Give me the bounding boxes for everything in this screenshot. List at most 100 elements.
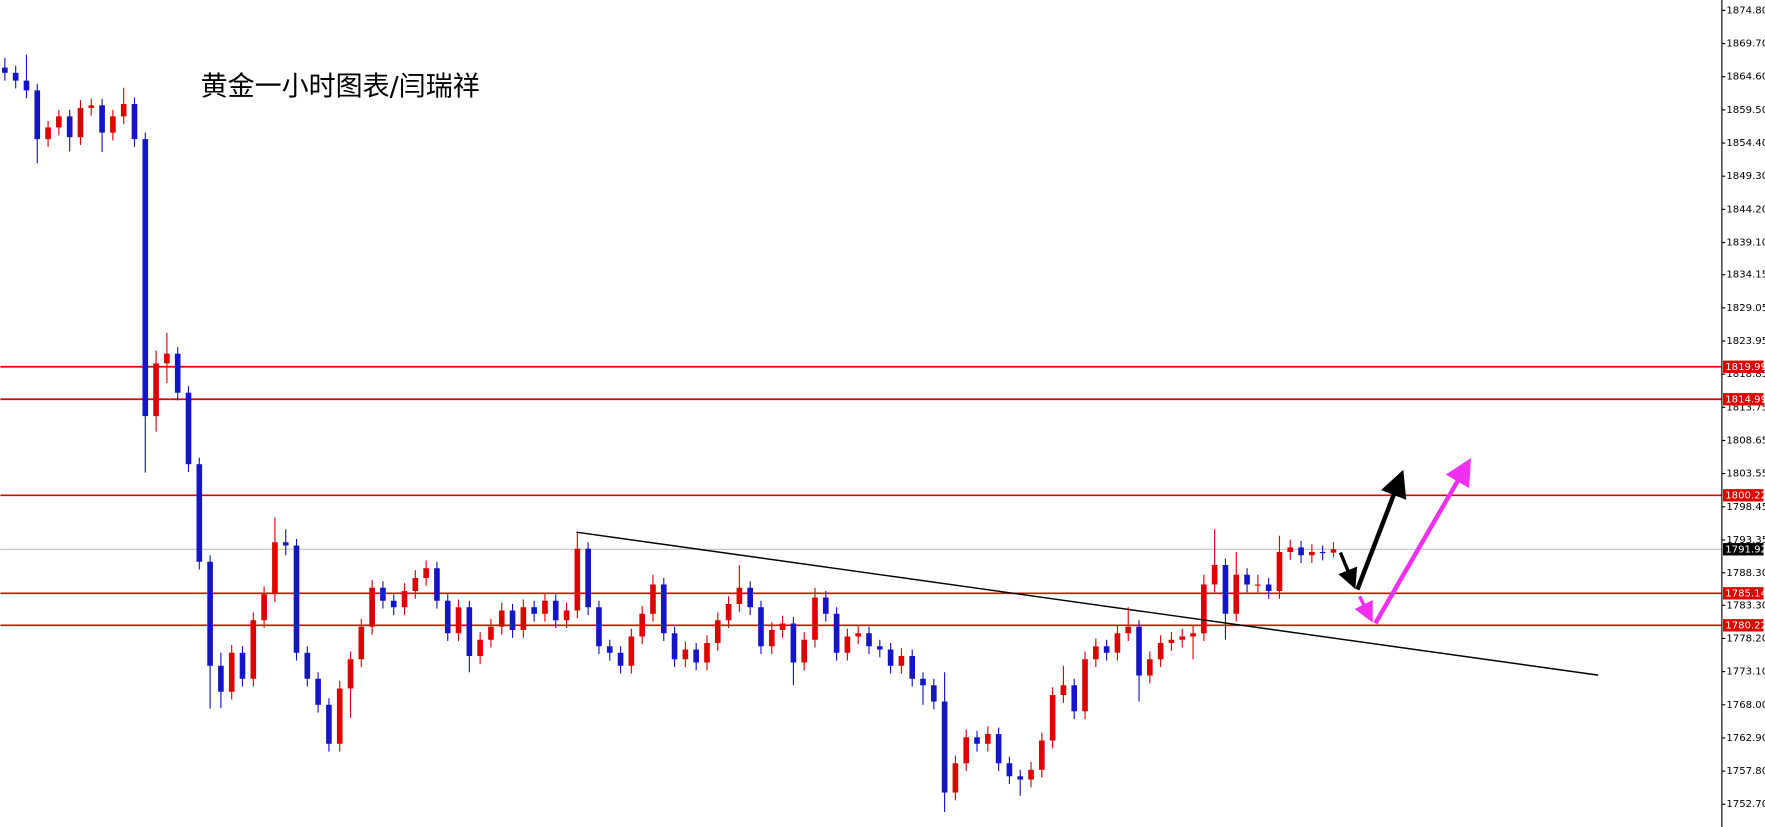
- candle-body: [563, 610, 570, 621]
- candle-body: [941, 701, 948, 793]
- candle-body: [1244, 574, 1250, 585]
- y-tick-label: 1788.30: [1726, 568, 1765, 579]
- candle-body: [736, 587, 743, 604]
- candle-body: [369, 587, 375, 627]
- candle-body: [304, 652, 311, 679]
- candle-body: [250, 620, 257, 679]
- y-tick-label: 1839.10: [1726, 238, 1765, 249]
- candle-body: [790, 623, 797, 663]
- y-tick-label: 1752.70: [1726, 799, 1765, 810]
- candle-body: [455, 607, 462, 634]
- candle-body: [1287, 547, 1294, 552]
- candle-body: [1168, 639, 1175, 644]
- candle-body: [207, 561, 213, 666]
- level-box: [1723, 393, 1764, 406]
- y-tick-label: 1849.30: [1726, 171, 1765, 182]
- candle-body: [1006, 763, 1013, 777]
- candle-body: [2, 67, 8, 73]
- arrow-down-magenta: [1354, 595, 1373, 623]
- candle-body: [930, 685, 937, 702]
- candle-body: [498, 610, 505, 627]
- candle-body: [1222, 564, 1229, 614]
- candle-body: [185, 392, 192, 465]
- candle-body: [920, 678, 926, 686]
- candle-body: [390, 600, 397, 608]
- candle-body: [434, 568, 440, 601]
- level-label: 1780.22: [1725, 620, 1765, 631]
- candle-body: [88, 105, 95, 108]
- candle-body: [898, 656, 905, 666]
- candle-body: [336, 688, 343, 744]
- candle-body: [315, 678, 321, 705]
- candle-body: [12, 72, 19, 81]
- candle-body: [1298, 547, 1304, 556]
- candle-body: [401, 590, 408, 608]
- candle-body: [963, 737, 970, 764]
- candle-body: [293, 545, 300, 653]
- y-tick-label: 1834.15: [1726, 270, 1765, 281]
- candle-body: [1060, 685, 1067, 696]
- candle-body: [1136, 626, 1142, 676]
- y-tick-label: 1844.20: [1726, 204, 1765, 215]
- candle-body: [714, 620, 721, 644]
- candle-body: [552, 600, 559, 621]
- candle-body: [272, 542, 278, 595]
- level-box: [1723, 619, 1764, 632]
- candle-body: [66, 116, 73, 138]
- candle-body: [99, 105, 105, 133]
- candle-body: [1147, 659, 1153, 676]
- candle-body: [1190, 633, 1196, 637]
- level-box: [1723, 587, 1764, 600]
- y-tick-label: 1773.10: [1726, 667, 1765, 678]
- candle-body: [1071, 685, 1078, 712]
- candle-body: [952, 763, 959, 793]
- candle-body: [693, 649, 699, 663]
- level-label: 1819.99: [1725, 362, 1765, 373]
- candle-body: [833, 613, 840, 653]
- candle-body: [1039, 740, 1045, 770]
- y-tick-label: 1768.00: [1726, 700, 1765, 711]
- candle-body: [1093, 646, 1099, 660]
- candle-body: [1319, 551, 1326, 554]
- candle-body: [866, 633, 872, 647]
- arrow-up-magenta: [1373, 458, 1471, 625]
- candle-body: [1201, 584, 1207, 634]
- y-tick-label: 1854.40: [1726, 138, 1765, 149]
- y-tick-label: 1778.20: [1726, 633, 1765, 644]
- candle-body: [1049, 695, 1056, 741]
- candle-body: [1082, 659, 1088, 712]
- arrow-up-black: [1355, 469, 1407, 591]
- y-tick-label: 1813.75: [1726, 402, 1765, 413]
- candle-body: [412, 577, 419, 591]
- candle-body: [347, 659, 354, 689]
- candle-body: [628, 636, 635, 666]
- candle-body: [358, 626, 365, 660]
- candle-body: [985, 734, 991, 744]
- candle-body: [509, 610, 516, 631]
- y-tick-label: 1783.30: [1726, 600, 1765, 611]
- candle-body: [725, 603, 732, 621]
- candle-body: [758, 607, 764, 647]
- current-price-box: [1723, 543, 1764, 556]
- candle-body: [110, 116, 116, 133]
- candle-body: [1028, 769, 1034, 780]
- candle-body: [1211, 564, 1218, 585]
- candle-body: [1114, 633, 1121, 653]
- candle-body: [1276, 551, 1283, 591]
- candle-body: [1125, 626, 1132, 634]
- candle-body: [822, 597, 829, 614]
- y-tick-label: 1864.60: [1726, 72, 1765, 83]
- candle-body: [45, 127, 51, 140]
- candle-body: [153, 363, 159, 417]
- candle-body: [1233, 574, 1240, 614]
- y-tick-label: 1803.55: [1726, 469, 1765, 480]
- candle-body: [228, 652, 235, 692]
- level-label: 1785.14: [1725, 588, 1765, 599]
- candle-body: [801, 639, 808, 663]
- candle-body: [1330, 549, 1337, 553]
- candle-body: [466, 607, 473, 657]
- candle-body: [1157, 643, 1164, 660]
- candle-body: [196, 464, 203, 562]
- candle-body: [660, 584, 667, 634]
